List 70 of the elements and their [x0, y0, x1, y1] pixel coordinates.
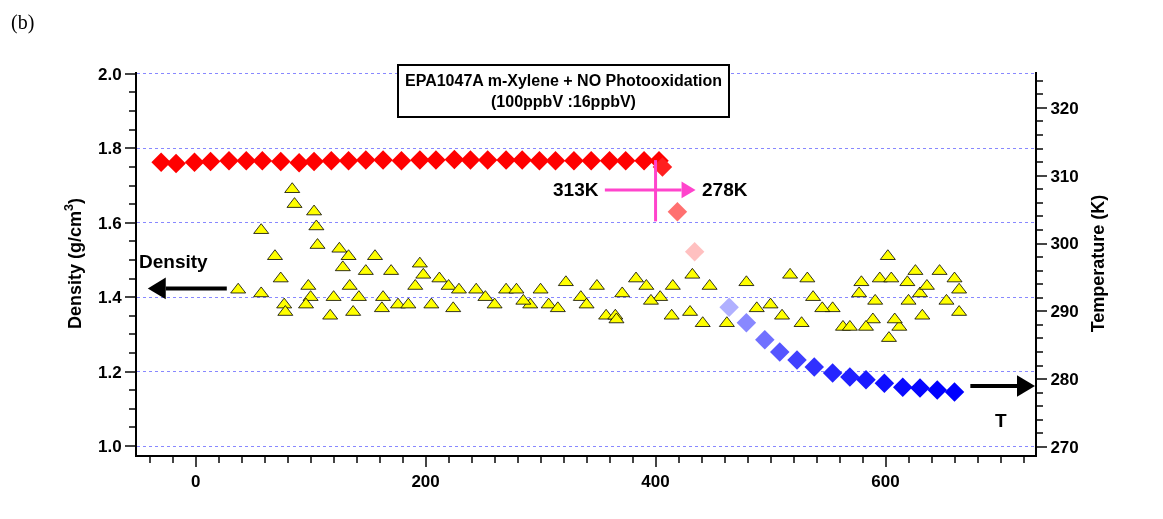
y2-tick-label: 290	[1050, 302, 1079, 322]
point	[893, 377, 913, 397]
point	[944, 382, 965, 402]
point	[652, 157, 673, 177]
point	[477, 150, 498, 170]
x-tick-label: 0	[190, 472, 201, 492]
text: (100ppbV :16ppbV)	[491, 92, 636, 110]
point	[787, 350, 807, 370]
point	[856, 370, 876, 390]
point	[684, 241, 705, 262]
y2-axis-title: Temperature (K)	[1088, 194, 1109, 333]
y-tick-label: 1.4	[97, 288, 123, 308]
point	[910, 378, 930, 398]
annotation: Density	[139, 251, 209, 272]
point	[736, 313, 757, 333]
point	[599, 151, 620, 171]
annotation: 313K	[553, 179, 599, 200]
x-tick-label: 400	[641, 472, 670, 492]
point	[338, 151, 359, 171]
point	[822, 363, 843, 383]
point	[304, 151, 324, 172]
point	[545, 151, 566, 171]
point	[219, 151, 239, 171]
point	[840, 367, 860, 387]
point	[581, 151, 601, 171]
y-tick-label: 1.2	[97, 362, 122, 382]
x-tick-label: 200	[411, 472, 440, 492]
y2-tick-label: 270	[1050, 437, 1079, 457]
y-tick-label: 1.0	[97, 437, 122, 457]
point	[804, 357, 824, 377]
point	[564, 151, 584, 171]
point	[529, 151, 550, 171]
y2-tick-label: 310	[1050, 166, 1079, 186]
point	[373, 150, 393, 170]
point	[667, 201, 688, 222]
point	[496, 150, 516, 170]
y2-tick-label: 280	[1050, 370, 1079, 390]
point	[200, 151, 221, 172]
point	[426, 150, 446, 170]
chart-title: EPA1047A m-Xylene + NO Photooxidation	[405, 72, 722, 89]
point	[166, 153, 186, 174]
point	[321, 151, 342, 171]
point	[391, 151, 412, 171]
point	[755, 330, 775, 350]
point	[927, 380, 948, 400]
y-tick-label: 1.6	[97, 213, 122, 233]
point	[615, 151, 636, 171]
point	[410, 150, 430, 170]
point	[236, 151, 256, 171]
point	[252, 151, 273, 171]
text: (b)	[11, 11, 35, 34]
point	[444, 149, 465, 170]
annotation: 278K	[702, 179, 748, 200]
point	[512, 150, 532, 170]
annotation: T	[995, 410, 1007, 431]
point	[634, 151, 654, 171]
y2-tick-label: 320	[1050, 98, 1079, 118]
y-tick-label: 2.0	[97, 64, 122, 84]
point	[769, 342, 790, 362]
point	[270, 151, 291, 172]
point	[184, 152, 205, 172]
point	[151, 152, 171, 172]
point	[289, 153, 309, 173]
y2-tick-label: 300	[1050, 234, 1079, 254]
point	[719, 297, 739, 317]
y-tick-label: 1.8	[97, 139, 122, 159]
point	[460, 150, 481, 170]
x-tick-label: 600	[871, 472, 900, 492]
point	[356, 150, 376, 170]
point	[874, 373, 895, 393]
